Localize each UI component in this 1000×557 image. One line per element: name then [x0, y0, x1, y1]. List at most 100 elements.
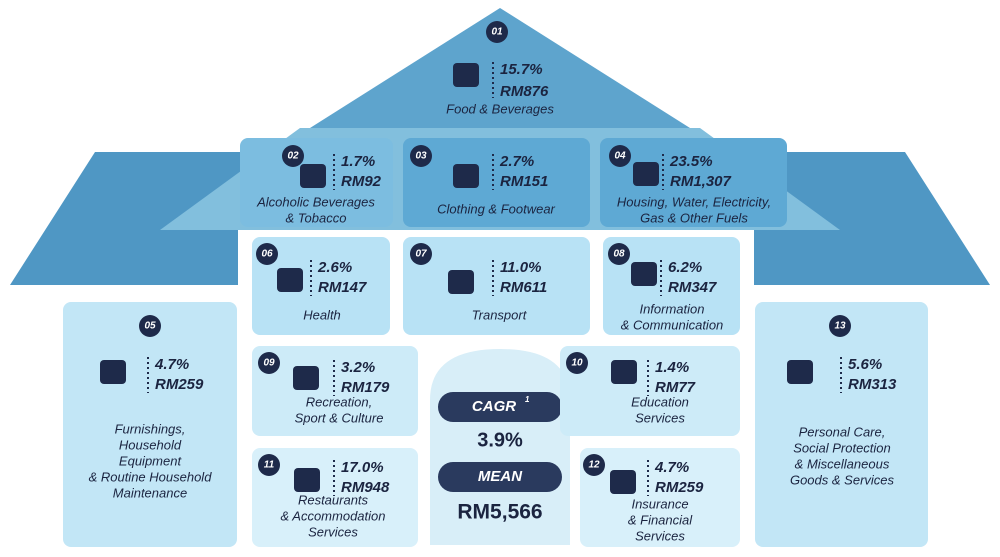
amount: RM151: [500, 173, 548, 190]
category-card: [560, 346, 740, 436]
amount: RM259: [655, 479, 704, 496]
category-icon: [610, 470, 636, 494]
amount: RM259: [155, 376, 204, 393]
category-icon: [611, 360, 637, 384]
share: 2.6%: [317, 259, 352, 276]
category-icon: [453, 63, 479, 87]
number-badge: [608, 243, 630, 265]
number-badge: [410, 145, 432, 167]
category-label: Education: [631, 394, 689, 409]
category-icon: [453, 164, 479, 188]
share: 4.7%: [654, 459, 689, 476]
amount: RM1,307: [670, 173, 732, 190]
category-label: Personal Care,: [799, 424, 886, 439]
category-number: 10: [571, 358, 583, 369]
category-icon: [633, 162, 659, 186]
amount: RM179: [341, 379, 390, 396]
category-number: 05: [144, 321, 156, 332]
category-icon: [294, 468, 320, 492]
category-number: 03: [415, 151, 427, 162]
category-number: 11: [264, 460, 275, 471]
mean-pill: [438, 462, 562, 492]
share: 3.2%: [341, 359, 375, 376]
category-label: & Accommodation: [280, 508, 385, 523]
share: 15.7%: [500, 61, 543, 78]
category-label: Services: [635, 410, 685, 425]
share: 5.6%: [848, 356, 882, 373]
category-label: & Tobacco: [286, 210, 347, 225]
category-card: [252, 448, 418, 547]
share: 6.2%: [668, 259, 702, 276]
category-label: Clothing & Footwear: [437, 201, 555, 216]
number-badge: [258, 454, 280, 476]
category-card: [603, 237, 740, 335]
number-badge: [258, 352, 280, 374]
category-label: Alcoholic Beverages: [256, 194, 375, 209]
amount: RM611: [500, 279, 547, 296]
category-label: Information: [639, 301, 704, 316]
number-badge: [410, 243, 432, 265]
mean-label: MEAN: [478, 468, 523, 485]
top-roof: [310, 8, 690, 128]
category-label: & Routine Household: [89, 469, 213, 484]
number-badge: [829, 315, 851, 337]
amount: RM876: [500, 83, 549, 100]
mean-value: RM5,566: [457, 501, 542, 524]
category-label: Maintenance: [113, 485, 187, 500]
category-label: Health: [303, 307, 341, 322]
share: 11.0%: [500, 259, 541, 276]
number-badge: [609, 145, 631, 167]
cagr-pill: [438, 392, 562, 422]
amount: RM948: [341, 479, 390, 496]
share: 23.5%: [669, 153, 713, 170]
cagr-value: 3.9%: [477, 429, 523, 451]
category-label: Insurance: [631, 496, 688, 511]
category-label: Sport & Culture: [295, 410, 384, 425]
category-label: & Miscellaneous: [795, 456, 890, 471]
category-number: 06: [261, 249, 273, 260]
category-number: 01: [491, 27, 503, 38]
amount: RM77: [655, 379, 696, 396]
share: 2.7%: [499, 153, 534, 170]
category-label: Housing, Water, Electricity,: [617, 194, 771, 209]
number-badge: [566, 352, 588, 374]
number-badge: [486, 21, 508, 43]
category-label: Recreation,: [306, 394, 372, 409]
category-label: Furnishings,: [115, 421, 186, 436]
category-icon: [277, 268, 303, 292]
category-label: Services: [308, 524, 358, 539]
category-card: [252, 237, 390, 335]
category-label: & Communication: [621, 317, 724, 332]
category-label: Transport: [472, 307, 528, 322]
number-badge: [282, 145, 304, 167]
category-number: 13: [834, 321, 846, 332]
category-number: 07: [415, 249, 427, 260]
category-icon: [787, 360, 813, 384]
category-label: & Financial: [628, 512, 693, 527]
category-label: Restaurants: [298, 492, 369, 507]
amount: RM92: [341, 173, 382, 190]
number-badge: [256, 243, 278, 265]
amount: RM147: [318, 279, 367, 296]
number-badge: [583, 454, 605, 476]
number-badge: [139, 315, 161, 337]
category-number: 08: [613, 249, 625, 260]
amount: RM347: [668, 279, 717, 296]
category-card: [600, 138, 787, 227]
cagr-note: 1: [525, 395, 530, 404]
category-icon: [631, 262, 657, 286]
amount: RM313: [848, 376, 897, 393]
category-label: Household: [119, 437, 182, 452]
category-icon: [300, 164, 326, 188]
category-card: [403, 237, 590, 335]
share: 1.7%: [341, 153, 375, 170]
category-label: Services: [635, 528, 685, 543]
category-label: Goods & Services: [790, 472, 895, 487]
category-number: 09: [263, 358, 275, 369]
category-icon: [100, 360, 126, 384]
category-label: Food & Beverages: [446, 101, 554, 116]
share: 1.4%: [655, 359, 689, 376]
category-number: 04: [614, 151, 626, 162]
category-icon: [293, 366, 319, 390]
category-icon: [448, 270, 474, 294]
